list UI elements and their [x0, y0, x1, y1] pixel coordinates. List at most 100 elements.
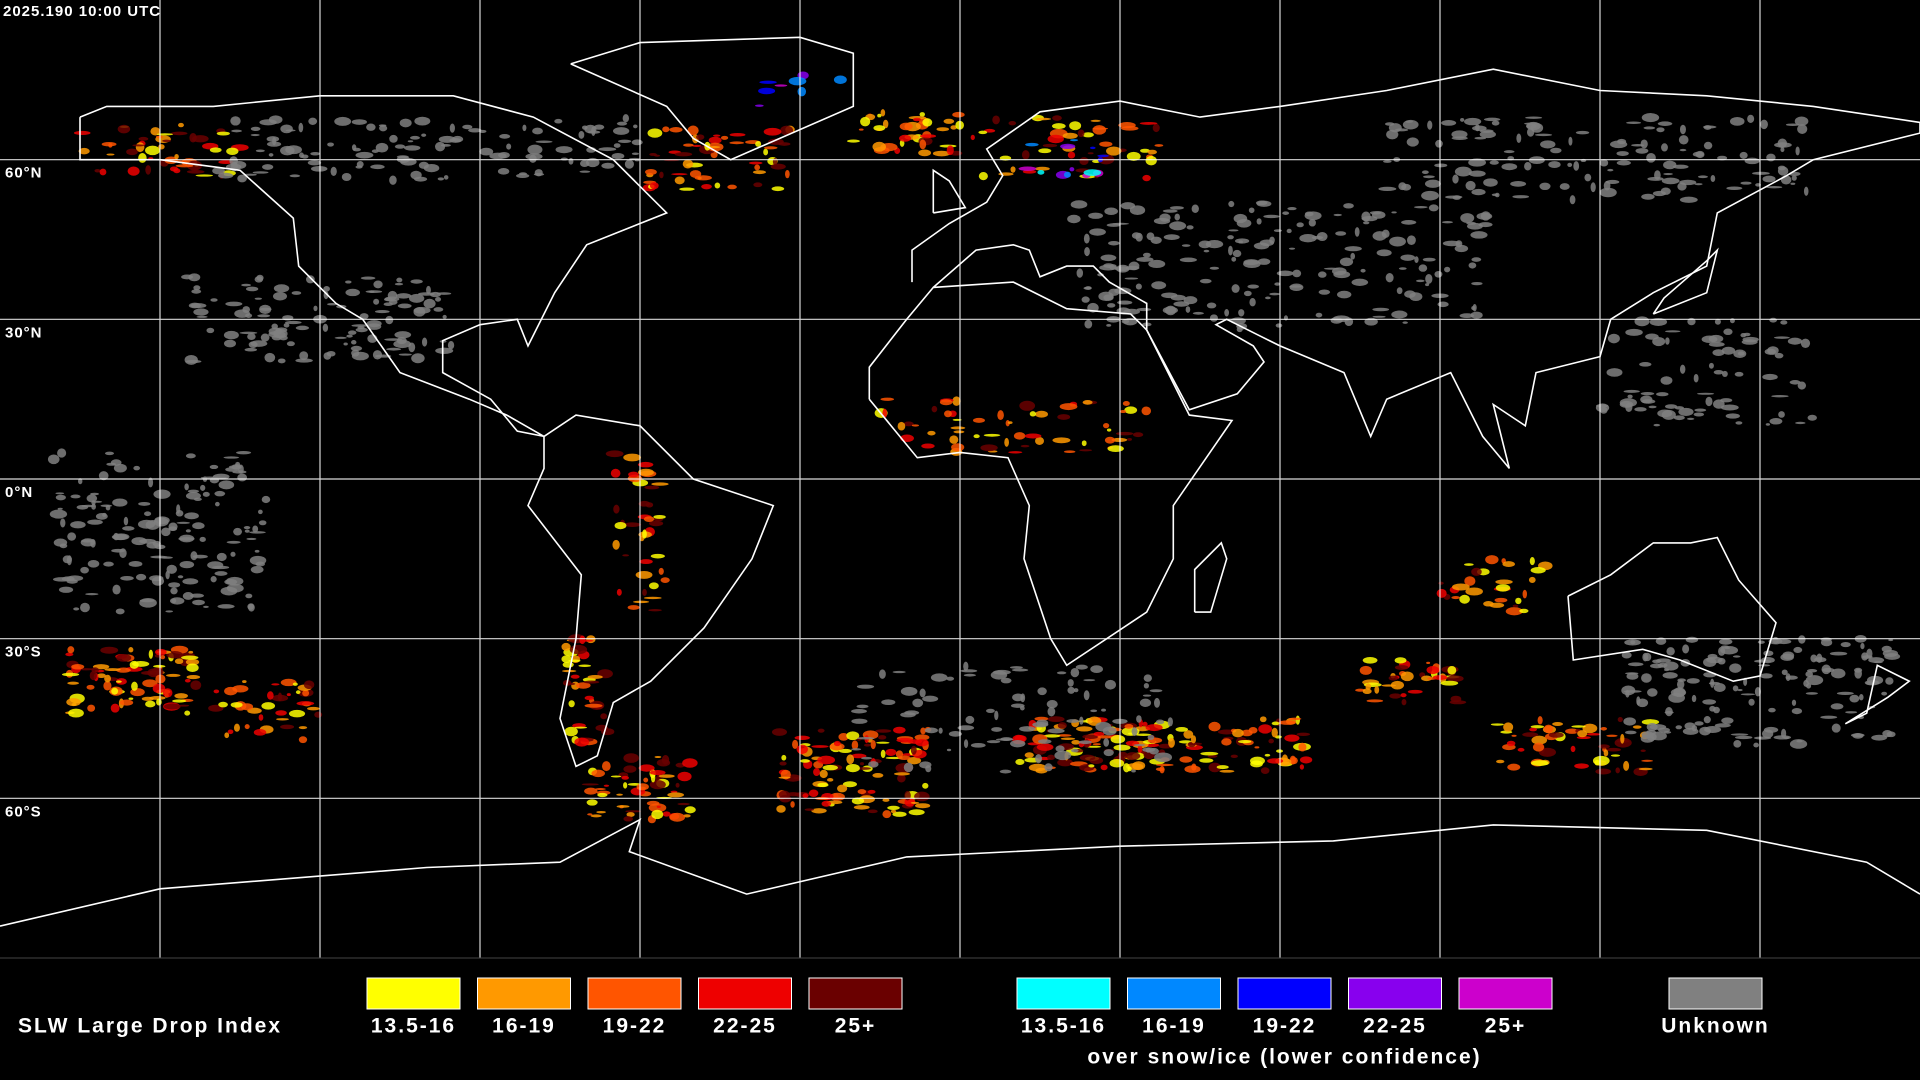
cloud-patch: [867, 809, 878, 814]
cloud-patch: [1075, 664, 1088, 670]
cloud-patch: [1643, 126, 1656, 130]
cloud-patch: [677, 802, 690, 806]
cloud-patch: [1600, 727, 1608, 731]
cloud-patch: [653, 514, 666, 519]
cloud-patch: [850, 753, 867, 759]
cloud-patch: [873, 125, 886, 131]
cloud-patch: [1661, 143, 1668, 152]
cloud-patch: [1538, 747, 1557, 757]
cloud-patch: [612, 127, 630, 135]
cloud-patch: [1025, 142, 1039, 147]
cloud-patch: [1421, 170, 1429, 174]
cloud-patch: [616, 793, 623, 796]
cloud-patch: [1236, 326, 1243, 333]
cloud-patch: [244, 529, 250, 533]
cloud-patch: [1694, 183, 1703, 186]
cloud-patch: [174, 658, 184, 665]
cloud-patch: [912, 117, 922, 122]
coastline: [1567, 536, 1777, 683]
cloud-patch: [1686, 678, 1700, 684]
cloud-patch: [952, 396, 961, 406]
cloud-patch: [1636, 696, 1641, 706]
cloud-patch: [638, 500, 651, 507]
cloud-patch: [230, 702, 243, 708]
cloud-patch: [1083, 679, 1096, 682]
cloud-patch: [1615, 767, 1620, 774]
cloud-patch: [115, 608, 125, 615]
cloud-patch: [418, 161, 429, 169]
cloud-patch: [1394, 665, 1409, 670]
cloud-patch: [182, 592, 194, 600]
cloud-patch: [202, 491, 210, 497]
cloud-patch: [398, 353, 412, 356]
cloud-patch: [1703, 141, 1713, 150]
legend-caption: over snow/ice (lower confidence): [1087, 1046, 1481, 1069]
cloud-patch: [1142, 252, 1151, 258]
cloud-patch: [1617, 717, 1623, 723]
cloud-patch: [1652, 659, 1662, 664]
cloud-patch: [247, 333, 256, 340]
cloud-patch: [1401, 220, 1417, 225]
cloud-patch: [85, 592, 99, 596]
cloud-patch: [1708, 362, 1714, 369]
cloud-patch: [49, 509, 68, 519]
cloud-patch: [1621, 651, 1632, 659]
legend-swatch: [1348, 977, 1442, 1010]
cloud-patch: [1692, 151, 1705, 157]
cloud-patch: [1774, 352, 1784, 359]
cloud-patch: [1103, 423, 1110, 429]
cloud-patch: [643, 596, 662, 600]
cloud-patch: [579, 635, 586, 645]
cloud-patch: [1383, 160, 1392, 163]
cloud-patch: [897, 421, 906, 431]
cloud-patch: [1639, 362, 1652, 367]
cloud-patch: [1714, 723, 1731, 728]
cloud-patch: [165, 570, 170, 580]
cloud-patch: [298, 122, 304, 133]
cloud-patch: [1174, 213, 1180, 221]
cloud-patch: [258, 714, 264, 721]
cloud-patch: [169, 597, 185, 605]
cloud-patch: [435, 141, 446, 152]
cloud-patch: [289, 174, 301, 178]
cloud-patch: [351, 351, 369, 361]
cloud-patch: [1765, 423, 1771, 426]
cloud-patch: [631, 152, 639, 156]
cloud-patch: [1522, 732, 1539, 737]
cloud-patch: [594, 788, 606, 791]
cloud-patch: [1710, 174, 1716, 183]
cloud-patch: [1638, 767, 1653, 771]
cloud-patch: [643, 777, 649, 783]
cloud-patch: [863, 743, 871, 747]
cloud-patch: [555, 146, 573, 154]
cloud-patch: [1421, 190, 1439, 201]
cloud-patch: [1169, 206, 1184, 210]
cloud-patch: [1070, 200, 1088, 209]
cloud-patch: [355, 327, 368, 333]
cloud-patch: [91, 503, 96, 510]
cloud-patch: [1264, 753, 1271, 757]
cloud-patch: [128, 561, 143, 567]
cloud-patch: [1483, 178, 1498, 187]
cloud-patch: [226, 540, 241, 544]
legend-swatch: [1458, 977, 1553, 1010]
cloud-patch: [254, 549, 260, 553]
cloud-patch: [86, 684, 95, 690]
cloud-patch: [1063, 171, 1071, 178]
cloud-patch: [1452, 174, 1459, 184]
cloud-patch: [175, 164, 194, 168]
cloud-patch: [1769, 317, 1778, 323]
cloud-patch: [1532, 742, 1545, 752]
cloud-patch: [299, 351, 309, 361]
cloud-patch: [303, 680, 315, 690]
cloud-patch: [872, 141, 886, 152]
cloud-patch: [1127, 438, 1132, 441]
cloud-patch: [644, 485, 660, 490]
coastline: [527, 414, 775, 768]
cloud-patch: [61, 672, 80, 677]
cloud-patch: [965, 715, 975, 724]
cloud-patch: [87, 704, 96, 712]
cloud-patch: [285, 320, 302, 325]
cloud-patch: [912, 698, 924, 708]
cloud-patch: [1632, 725, 1642, 729]
